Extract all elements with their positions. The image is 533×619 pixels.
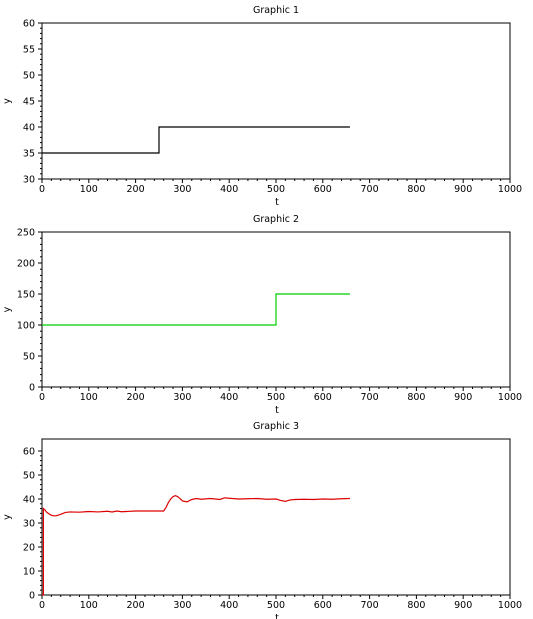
x-tick-label: 300 <box>173 600 191 611</box>
series-line <box>42 126 350 154</box>
y-tick-label: 50 <box>23 352 35 363</box>
x-tick-label: 500 <box>267 392 285 403</box>
y-tick-label: 150 <box>17 290 35 301</box>
x-tick-label: 500 <box>267 184 285 195</box>
x-tick-label: 0 <box>39 184 45 195</box>
x-tick-label: 800 <box>407 392 425 403</box>
y-tick-label: 60 <box>23 447 35 458</box>
y-tick-label: 10 <box>23 567 35 578</box>
chart-title: Graphic 2 <box>253 214 299 225</box>
x-tick-label: 300 <box>173 392 191 403</box>
x-tick-label: 1000 <box>498 600 522 611</box>
x-tick-label: 600 <box>314 600 332 611</box>
y-tick-label: 40 <box>23 123 35 134</box>
x-tick-label: 800 <box>407 184 425 195</box>
plot-1: Graphic 1 0 100 200 300 400 500 600 700 800 900 100… <box>2 5 522 208</box>
x-tick-label: 600 <box>314 392 332 403</box>
y-tick-label: 45 <box>23 97 35 108</box>
x-tick-label: 900 <box>454 184 472 195</box>
series-line <box>42 293 350 326</box>
x-tick-label: 300 <box>173 184 191 195</box>
x-tick-label: 700 <box>361 392 379 403</box>
x-tick-label: 100 <box>80 392 98 403</box>
y-axis-label: y <box>2 98 13 104</box>
x-axis-label: t <box>275 405 279 416</box>
y-tick-label: 0 <box>29 591 35 602</box>
y-tick-label: 0 <box>29 383 35 394</box>
x-tick-label: 0 <box>39 392 45 403</box>
x-tick-label: 200 <box>127 184 145 195</box>
x-tick-label: 100 <box>80 184 98 195</box>
y-tick-label: 35 <box>23 149 35 160</box>
series-line <box>42 494 350 596</box>
x-tick-label: 0 <box>39 600 45 611</box>
x-tick-label: 900 <box>454 392 472 403</box>
x-tick-label: 400 <box>220 600 238 611</box>
y-tick-label: 55 <box>23 45 35 56</box>
plot-2: Graphic 20 100 200 300 400 500 600 700 800 900 100… <box>2 214 522 416</box>
x-tick-label: 200 <box>127 392 145 403</box>
y-tick-label: 50 <box>23 71 35 82</box>
x-axis-label: t <box>275 197 279 208</box>
x-tick-label: 600 <box>314 184 332 195</box>
x-tick-label: 500 <box>267 600 285 611</box>
x-tick-label: 800 <box>407 600 425 611</box>
plot-frame <box>41 438 511 596</box>
y-tick-label: 50 <box>23 471 35 482</box>
y-tick-label: 250 <box>17 228 35 239</box>
y-tick-label: 20 <box>23 543 35 554</box>
y-tick-label: 40 <box>23 495 35 506</box>
plot-3: Graphic 30 100 200 300 400 500 600 700 800 900 100… <box>2 421 522 619</box>
plot-frame <box>41 22 511 180</box>
x-tick-label: 400 <box>220 392 238 403</box>
x-tick-label: 100 <box>80 600 98 611</box>
chart-title: Graphic 1 <box>253 5 299 16</box>
y-tick-label: 60 <box>23 19 35 30</box>
y-tick-label: 30 <box>23 519 35 530</box>
x-tick-label: 400 <box>220 184 238 195</box>
x-tick-label: 1000 <box>498 392 522 403</box>
x-tick-label: 700 <box>361 600 379 611</box>
chart-title: Graphic 3 <box>253 421 299 432</box>
x-tick-label: 200 <box>127 600 145 611</box>
y-axis-label: y <box>2 306 13 312</box>
y-tick-label: 100 <box>17 321 35 332</box>
x-tick-label: 1000 <box>498 184 522 195</box>
y-tick-label: 200 <box>17 259 35 270</box>
y-tick-label: 30 <box>23 175 35 186</box>
x-tick-label: 700 <box>361 184 379 195</box>
y-axis-label: y <box>2 514 13 520</box>
x-axis-label: t <box>275 613 279 619</box>
x-tick-label: 900 <box>454 600 472 611</box>
